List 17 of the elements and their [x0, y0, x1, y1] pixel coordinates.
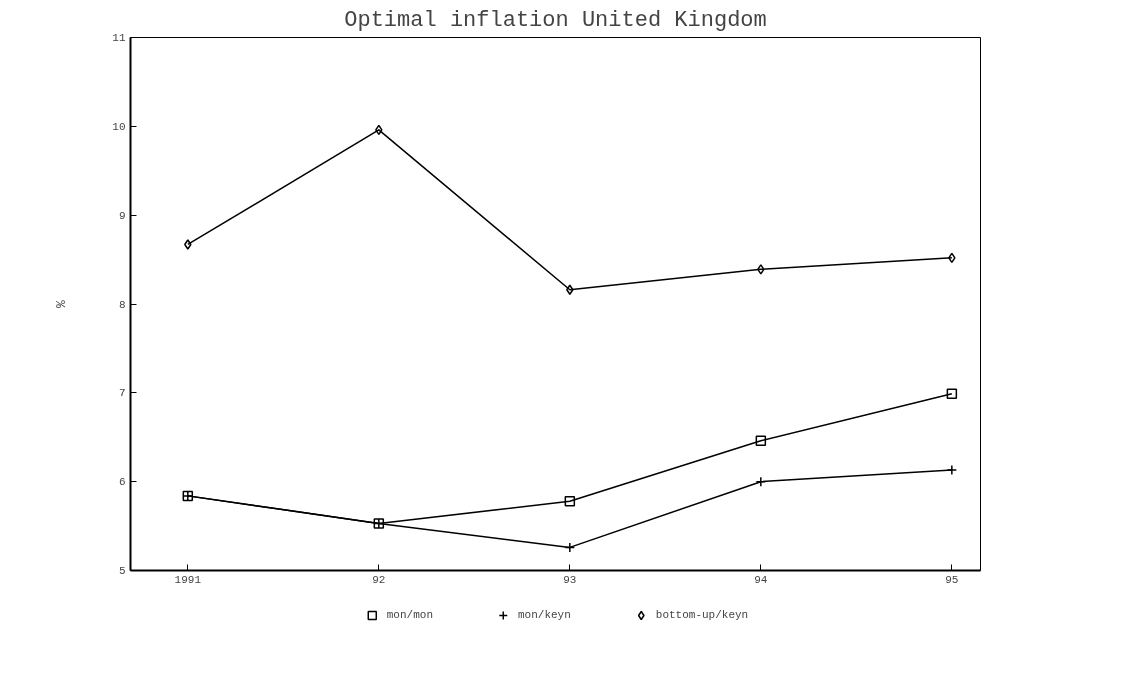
- x-tick-label: 92: [372, 573, 386, 586]
- x-tick-label: 1991: [174, 573, 202, 586]
- y-tick-label: 8: [118, 298, 126, 311]
- y-tick-label: 5: [118, 565, 126, 577]
- chart-title: Optimal inflation United Kingdom: [344, 7, 767, 33]
- y-tick-label: 11: [112, 32, 126, 44]
- y-tick-label: 10: [112, 120, 126, 133]
- legend-label: mon/keyn: [517, 609, 571, 621]
- y-tick-label: 9: [118, 209, 126, 222]
- legend-label: bottom-up/keyn: [655, 609, 749, 621]
- y-tick-label: 6: [118, 476, 126, 489]
- x-tick-label: 94: [754, 573, 768, 586]
- legend-label: mon/mon: [386, 609, 433, 621]
- x-tick-label: 93: [563, 573, 577, 586]
- y-axis-title: %: [54, 299, 70, 308]
- y-tick-label: 7: [118, 387, 126, 400]
- x-tick-label: 95: [945, 573, 959, 586]
